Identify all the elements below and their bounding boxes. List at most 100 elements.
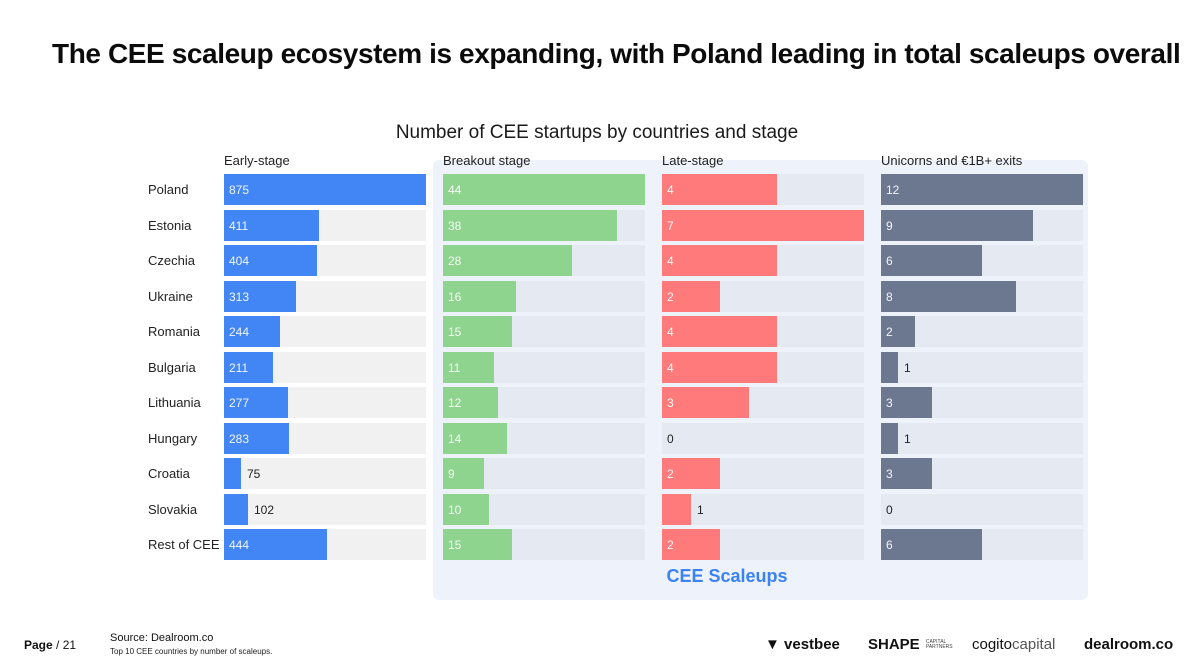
bar-breakout-stage-estonia (443, 209, 617, 241)
value-label-early-stage-rest-of-cee: 444 (229, 538, 250, 552)
footnote: Top 10 CEE countries by number of scaleu… (110, 647, 273, 656)
bar-early-stage-bulgaria (224, 351, 273, 383)
value-label-late-stage-poland: 4 (667, 183, 674, 197)
country-label-bulgaria: Bulgaria (148, 359, 196, 375)
bar-breakout-stage-lithuania (443, 387, 498, 418)
column-header-unicorns-and-1b-exits: Unicorns and €1B+ exits (881, 153, 1023, 168)
bar-early-stage-hungary (224, 422, 289, 454)
country-label-rest-of-cee: Rest of CEE (148, 537, 220, 552)
vestbee-logo: ▼ vestbee (765, 636, 840, 653)
value-label-unicorns-and-1b-exits-lithuania: 3 (886, 396, 893, 410)
bar-unicorns-and-1b-exits-czechia (881, 245, 982, 276)
bar-late-stage-estonia (662, 209, 864, 241)
country-label-poland: Poland (148, 182, 189, 197)
value-label-breakout-stage-bulgaria: 11 (448, 360, 461, 375)
shape-logo-text: SHAPE (868, 636, 920, 653)
value-label-late-stage-bulgaria: 4 (667, 360, 674, 375)
shape-logo-sub-1: CAPITAL (925, 639, 947, 646)
bar-early-stage-ukraine (224, 280, 296, 312)
value-label-early-stage-czechia: 404 (229, 254, 250, 268)
value-label-early-stage-romania: 244 (229, 325, 250, 339)
value-label-unicorns-and-1b-exits-hungary: 1 (904, 431, 911, 446)
bar-breakout-stage-czechia (443, 245, 572, 276)
capital-logo-text: capital (1012, 636, 1056, 653)
bar-track-late-stage-hungary (662, 422, 864, 454)
column-header-late-stage: Late-stage (662, 153, 724, 168)
value-label-breakout-stage-estonia: 38 (448, 218, 462, 233)
country-label-croatia: Croatia (148, 466, 190, 481)
column-header-breakout-stage: Breakout stage (443, 153, 531, 168)
value-label-late-stage-slovakia: 1 (697, 502, 704, 517)
cogito-capital-logo: cogitocapital (972, 636, 1055, 653)
page-title: The CEE scaleup ecosystem is expanding, … (52, 38, 1181, 69)
bar-late-stage-czechia (662, 245, 777, 276)
value-label-breakout-stage-rest-of-cee: 15 (448, 538, 462, 552)
value-label-unicorns-and-1b-exits-czechia: 6 (886, 254, 893, 268)
country-label-lithuania: Lithuania (148, 395, 201, 410)
value-label-breakout-stage-croatia: 9 (448, 467, 455, 481)
bar-early-stage-lithuania (224, 387, 288, 418)
bar-unicorns-and-1b-exits-hungary (881, 422, 898, 454)
value-label-unicorns-and-1b-exits-slovakia: 0 (886, 502, 893, 517)
value-label-unicorns-and-1b-exits-poland: 12 (886, 183, 900, 197)
value-label-late-stage-ukraine: 2 (667, 289, 674, 304)
bar-early-stage-estonia (224, 209, 319, 241)
bar-breakout-stage-bulgaria (443, 351, 494, 383)
value-label-early-stage-slovakia: 102 (254, 502, 275, 517)
value-label-late-stage-rest-of-cee: 2 (667, 538, 674, 552)
value-label-early-stage-croatia: 75 (247, 467, 261, 481)
value-label-breakout-stage-poland: 44 (448, 183, 462, 197)
bar-breakout-stage-poland (443, 174, 645, 205)
country-label-estonia: Estonia (148, 217, 192, 233)
column-header-early-stage: Early-stage (224, 153, 290, 168)
value-label-early-stage-poland: 875 (229, 183, 250, 197)
bar-breakout-stage-slovakia (443, 493, 489, 525)
value-label-early-stage-ukraine: 313 (229, 289, 250, 304)
bar-unicorns-and-1b-exits-bulgaria (881, 351, 898, 383)
bar-unicorns-and-1b-exits-rest-of-cee (881, 529, 982, 560)
bar-unicorns-and-1b-exits-ukraine (881, 280, 1016, 312)
value-label-breakout-stage-czechia: 28 (448, 254, 462, 268)
bar-track-early-stage-slovakia (224, 493, 426, 525)
chart-title: Number of CEE startups by countries and … (395, 122, 799, 143)
page-number: / 21 (56, 638, 77, 652)
value-label-late-stage-estonia: 7 (667, 218, 674, 233)
country-label-hungary: Hungary (148, 430, 198, 446)
bar-early-stage-romania (224, 316, 280, 347)
country-label-slovakia: Slovakia (148, 501, 198, 517)
page-label: Page (24, 638, 53, 652)
bar-late-stage-slovakia (662, 493, 691, 525)
value-label-breakout-stage-hungary: 14 (448, 431, 462, 446)
value-label-unicorns-and-1b-exits-estonia: 9 (886, 218, 893, 233)
bar-track-unicorns-and-1b-exits-slovakia (881, 493, 1083, 525)
value-label-breakout-stage-ukraine: 16 (448, 289, 462, 304)
bar-early-stage-rest-of-cee (224, 529, 327, 560)
bar-late-stage-romania (662, 316, 777, 347)
bar-unicorns-and-1b-exits-romania (881, 316, 915, 347)
value-label-early-stage-estonia: 411 (229, 218, 249, 233)
value-label-late-stage-croatia: 2 (667, 467, 674, 481)
value-label-late-stage-hungary: 0 (667, 431, 674, 446)
value-label-unicorns-and-1b-exits-ukraine: 8 (886, 289, 893, 304)
bar-unicorns-and-1b-exits-estonia (881, 209, 1033, 241)
bar-track-late-stage-slovakia (662, 493, 864, 525)
bar-breakout-stage-ukraine (443, 280, 516, 312)
value-label-early-stage-lithuania: 277 (229, 396, 250, 410)
dealroom-logo: dealroom.co (1084, 636, 1174, 653)
bar-unicorns-and-1b-exits-lithuania (881, 387, 932, 418)
bar-unicorns-and-1b-exits-croatia (881, 458, 932, 489)
bar-breakout-stage-croatia (443, 458, 484, 489)
value-label-late-stage-czechia: 4 (667, 254, 674, 268)
value-label-late-stage-lithuania: 3 (667, 396, 674, 410)
vestbee-icon: ▼ (765, 636, 780, 653)
vestbee-logo-text: vestbee (784, 636, 840, 653)
value-label-breakout-stage-lithuania: 12 (448, 396, 462, 410)
value-label-early-stage-hungary: 283 (229, 431, 250, 446)
cogito-logo-text: cogito (972, 636, 1013, 653)
bar-late-stage-poland (662, 174, 777, 205)
bar-breakout-stage-rest-of-cee (443, 529, 512, 560)
source-note: Source: Dealroom.co (110, 632, 214, 644)
shape-logo-sub-2: PARTNERS (925, 644, 953, 651)
bar-late-stage-lithuania (662, 387, 749, 418)
value-label-unicorns-and-1b-exits-bulgaria: 1 (904, 360, 911, 375)
